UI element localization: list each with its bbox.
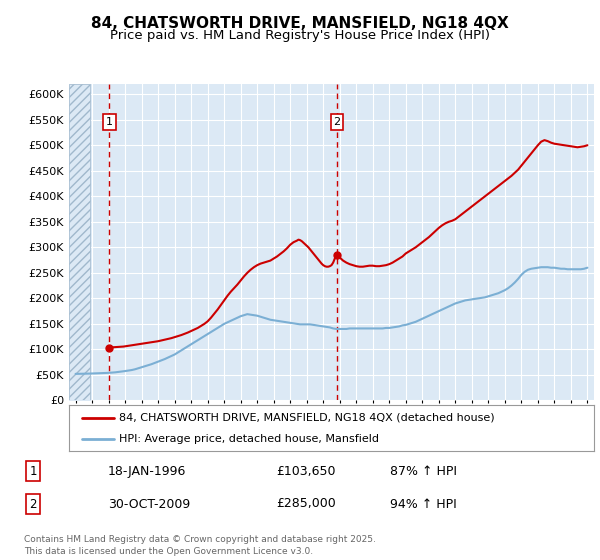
Text: £285,000: £285,000	[276, 497, 336, 511]
Text: 18-JAN-1996: 18-JAN-1996	[108, 465, 187, 478]
Text: 84, CHATSWORTH DRIVE, MANSFIELD, NG18 4QX: 84, CHATSWORTH DRIVE, MANSFIELD, NG18 4Q…	[91, 16, 509, 31]
Text: 87% ↑ HPI: 87% ↑ HPI	[390, 465, 457, 478]
Text: 2: 2	[29, 497, 37, 511]
Text: 84, CHATSWORTH DRIVE, MANSFIELD, NG18 4QX (detached house): 84, CHATSWORTH DRIVE, MANSFIELD, NG18 4Q…	[119, 413, 494, 423]
Text: £103,650: £103,650	[276, 465, 335, 478]
Text: 1: 1	[106, 117, 113, 127]
Text: HPI: Average price, detached house, Mansfield: HPI: Average price, detached house, Mans…	[119, 435, 379, 444]
Text: 1: 1	[29, 465, 37, 478]
Text: 2: 2	[334, 117, 341, 127]
Text: Price paid vs. HM Land Registry's House Price Index (HPI): Price paid vs. HM Land Registry's House …	[110, 29, 490, 42]
Text: 94% ↑ HPI: 94% ↑ HPI	[390, 497, 457, 511]
Text: 30-OCT-2009: 30-OCT-2009	[108, 497, 190, 511]
Text: Contains HM Land Registry data © Crown copyright and database right 2025.
This d: Contains HM Land Registry data © Crown c…	[24, 535, 376, 556]
